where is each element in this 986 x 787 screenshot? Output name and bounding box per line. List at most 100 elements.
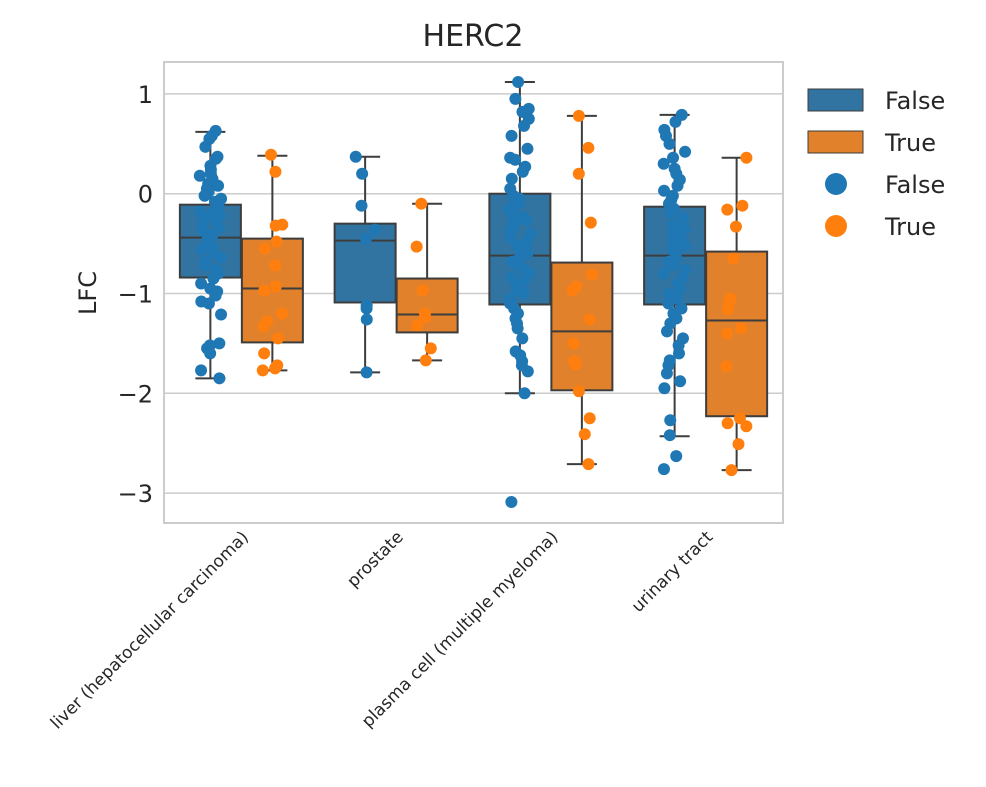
point-false [212,179,225,192]
legend-label: True [884,213,936,241]
point-true [419,354,432,367]
point-false [209,289,222,302]
box-true [550,261,614,392]
point-false [679,145,692,158]
legend-swatch-point [825,173,847,195]
point-true [721,303,734,316]
point-false [661,325,674,338]
point-false [511,322,524,335]
point-true [740,420,753,433]
point-true [582,141,595,154]
point-false [360,302,373,315]
y-tick-label: −3 [118,480,153,508]
point-false [679,239,692,252]
point-false [214,251,227,264]
legend-label: False [885,171,945,199]
point-false [359,232,372,245]
point-true [424,342,437,355]
point-true [567,337,580,350]
point-true [258,242,271,255]
box-true [705,250,769,418]
x-axis-ticks: liver (hepatocellular carcinoma) prostate… [47,527,717,733]
y-axis-label: LFC [74,271,102,315]
point-false [360,366,373,379]
point-false [368,223,381,236]
point-false [349,150,362,163]
x-tick-label: urinary tract [628,527,717,616]
point-true [270,235,283,248]
point-true [572,385,585,398]
point-false [657,463,670,476]
point-true [258,284,271,297]
point-false [193,169,206,182]
point-false [195,364,208,377]
point-false [512,75,525,88]
point-true [269,219,282,232]
point-true [733,412,746,425]
point-true [410,240,423,253]
point-false [666,259,679,272]
points [193,75,753,509]
point-false [505,172,518,185]
point-false [355,199,368,212]
point-false [195,277,208,290]
point-false [199,259,212,272]
point-true [583,412,596,425]
point-false [658,184,671,197]
point-true [727,252,740,265]
point-true [585,268,598,281]
legend-swatch-point [825,215,847,237]
point-true [569,358,582,371]
point-false [670,450,683,463]
legend-swatch-box [807,130,864,154]
y-tick-label: −1 [118,280,153,308]
point-false [518,119,531,132]
point-false [215,308,228,321]
point-true [734,322,747,335]
point-false [660,367,673,380]
point-false [516,332,529,345]
legend-label: False [885,87,945,115]
point-true [582,458,595,471]
point-true [584,216,597,229]
point-false [199,140,212,153]
point-false [509,153,522,166]
point-false [505,207,518,220]
point-true [736,199,749,212]
y-tick-label: −2 [118,380,153,408]
point-true [411,319,424,332]
chart-title: HERC2 [423,19,524,54]
point-false [213,372,226,385]
point-true [720,360,733,373]
point-false [213,221,226,234]
legend: False True False True [807,87,945,241]
point-true [415,197,428,210]
point-false [505,496,518,509]
point-false [356,167,369,180]
point-true [572,109,585,122]
point-true [721,203,734,216]
point-false [673,282,686,295]
point-false [504,231,517,244]
point-true [740,151,753,164]
point-true [269,280,282,293]
point-false [207,272,220,285]
point-true [257,320,270,333]
point-true [572,167,585,180]
point-false [518,387,531,400]
x-tick-label: liver (hepatocellular carcinoma) [47,527,253,733]
point-false [521,365,534,378]
plot-frame [163,61,784,524]
y-axis-ticks: 1 0 −1 −2 −3 [118,81,153,508]
point-true [271,332,284,345]
point-false [658,382,671,395]
point-true [721,327,734,340]
point-false [672,347,685,360]
point-true [265,148,278,161]
point-false [517,287,530,300]
point-true [725,464,738,477]
point-true [258,347,271,360]
point-false [667,151,680,164]
point-false [198,189,211,202]
